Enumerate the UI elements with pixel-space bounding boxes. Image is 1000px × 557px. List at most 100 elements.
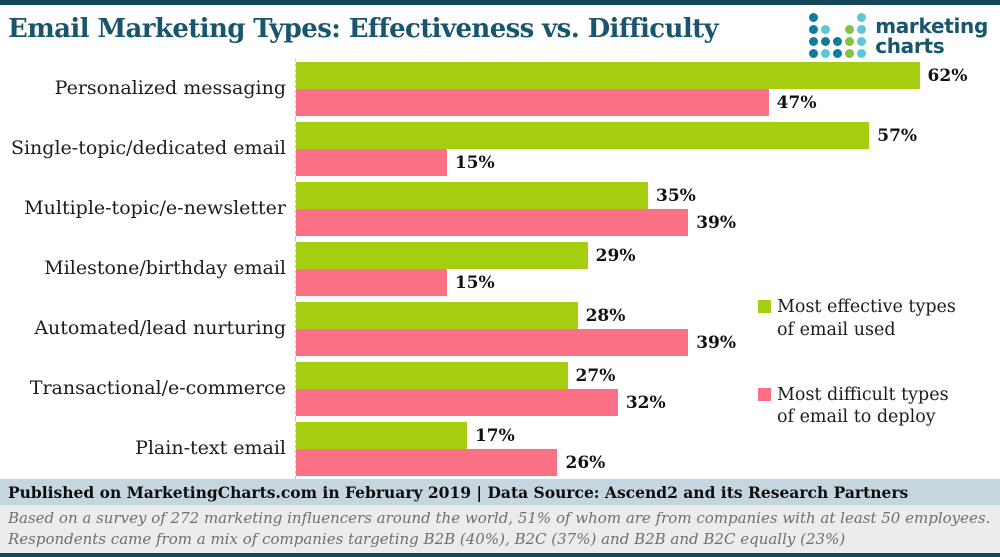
category-label: Multiple-topic/e-newsletter: [24, 197, 286, 220]
bar-chart: Personalized messaging 62% 47% Single-topic…: [0, 59, 1000, 479]
bar-value-label: 26%: [565, 452, 606, 473]
bar-value-label: 57%: [877, 125, 918, 146]
logo-dot-empty: [833, 13, 842, 22]
footnotes: Based on a survey of 272 marketing influ…: [0, 505, 1000, 553]
bar-line: 27%: [296, 362, 1000, 389]
bar-effective: [296, 62, 920, 89]
logo-dot: [857, 13, 867, 22]
bar-line: 57%: [296, 122, 1000, 149]
bar-value-label: 17%: [474, 425, 515, 446]
row-plot-area: 28% 39%: [295, 299, 1000, 359]
bar-value-label: 29%: [595, 245, 636, 266]
legend-item-difficult: Most difficult types of email to deploy: [758, 384, 967, 430]
category-label: Automated/lead nurturing: [34, 317, 286, 340]
logo-dot: [845, 49, 855, 58]
bar-difficult: [296, 149, 447, 176]
bar-value-label: 39%: [696, 212, 737, 233]
bar-effective: [296, 122, 870, 149]
logo-dot: [809, 49, 819, 58]
logo-dot-empty: [833, 25, 842, 34]
row-plot-area: 35% 39%: [295, 179, 1000, 239]
bar-value-label: 28%: [585, 305, 626, 326]
bar-value-label: 39%: [696, 332, 737, 353]
logo-dot: [845, 25, 855, 34]
bar-value-label: 32%: [625, 392, 666, 413]
bar-line: 39%: [296, 329, 1000, 356]
logo-dot: [845, 37, 855, 46]
bar-difficult: [296, 209, 689, 236]
logo-dot: [833, 49, 843, 58]
bar-effective: [296, 362, 568, 389]
row-plot-area: 29% 15%: [295, 239, 1000, 299]
logo-dot: [833, 37, 843, 46]
chart-row: Single-topic/dedicated email 57% 15%: [0, 119, 1000, 179]
logo-word-line1: marketing: [875, 13, 988, 38]
logo-dot: [821, 37, 831, 46]
logo-dot-empty: [821, 13, 830, 22]
category-label: Plain-text email: [135, 437, 286, 460]
bar-line: 28%: [296, 302, 1000, 329]
bar-value-label: 47%: [776, 92, 817, 113]
logo-dot: [809, 37, 819, 46]
chart-row: Automated/lead nurturing 28% 39%: [0, 299, 1000, 359]
header: Email Marketing Types: Effectiveness vs.…: [0, 5, 1000, 59]
legend-label-difficult: Most difficult types of email to deploy: [777, 384, 949, 428]
bar-line: 62%: [296, 62, 1000, 89]
category-label: Milestone/birthday email: [44, 257, 286, 280]
legend-label-effective: Most effective types of email used: [777, 297, 956, 340]
chart-row: Plain-text email 17% 26%: [0, 419, 1000, 479]
logo-dot-empty: [845, 13, 854, 22]
bar-line: 32%: [296, 389, 1000, 416]
logo-dot: [821, 49, 831, 58]
logo-dot: [821, 25, 831, 34]
row-plot-area: 17% 26%: [295, 419, 1000, 479]
bar-line: 15%: [296, 269, 1000, 296]
bar-line: 35%: [296, 182, 1000, 209]
bar-effective: [296, 242, 588, 269]
bar-value-label: 15%: [454, 152, 495, 173]
logo-dot: [857, 49, 867, 58]
page-title: Email Marketing Types: Effectiveness vs.…: [8, 14, 719, 44]
marketingcharts-logo: marketing charts: [809, 13, 988, 58]
category-label: Transactional/e-commerce: [29, 377, 286, 400]
chart-row: Multiple-topic/e-newsletter 35% 39%: [0, 179, 1000, 239]
logo-dot: [809, 13, 819, 22]
category-label: Personalized messaging: [54, 77, 286, 100]
bar-difficult: [296, 329, 689, 356]
logo-word-line2: charts: [875, 33, 945, 58]
logo-dot: [857, 25, 867, 34]
row-plot-area: 27% 32%: [295, 359, 1000, 419]
row-plot-area: 57% 15%: [295, 119, 1000, 179]
bar-line: 15%: [296, 149, 1000, 176]
row-plot-area: 62% 47%: [295, 59, 1000, 119]
logo-wordmark: marketing charts: [875, 16, 988, 56]
published-source-bar: Published on MarketingCharts.com in Febr…: [0, 479, 1000, 505]
bar-line: 47%: [296, 89, 1000, 116]
footnote-line-2: Respondents came from a mix of companies…: [8, 530, 846, 549]
footnote-line-1: Based on a survey of 272 marketing influ…: [8, 509, 991, 527]
logo-dots-icon: [809, 13, 867, 58]
category-label: Single-topic/dedicated email: [10, 137, 286, 160]
logo-dot: [857, 37, 867, 46]
chart-row: Personalized messaging 62% 47%: [0, 59, 1000, 119]
bar-value-label: 27%: [575, 365, 616, 386]
bar-difficult: [296, 449, 558, 476]
bar-difficult: [296, 269, 447, 296]
bar-line: 26%: [296, 449, 1000, 476]
bar-difficult: [296, 89, 769, 116]
bar-line: 39%: [296, 209, 1000, 236]
bar-effective: [296, 422, 467, 449]
bar-effective: [296, 182, 648, 209]
legend-swatch-difficult: [758, 387, 771, 401]
legend-item-effective: Most effective types of email used: [758, 296, 967, 342]
bar-line: 17%: [296, 422, 1000, 449]
legend-swatch-effective: [758, 300, 771, 313]
logo-dot: [809, 25, 819, 34]
chart-rows: Personalized messaging 62% 47% Single-topic…: [0, 59, 1000, 479]
bar-value-label: 62%: [927, 65, 968, 86]
chart-row: Transactional/e-commerce 27% 32%: [0, 359, 1000, 419]
bar-difficult: [296, 389, 618, 416]
bar-effective: [296, 302, 578, 329]
bar-line: 29%: [296, 242, 1000, 269]
